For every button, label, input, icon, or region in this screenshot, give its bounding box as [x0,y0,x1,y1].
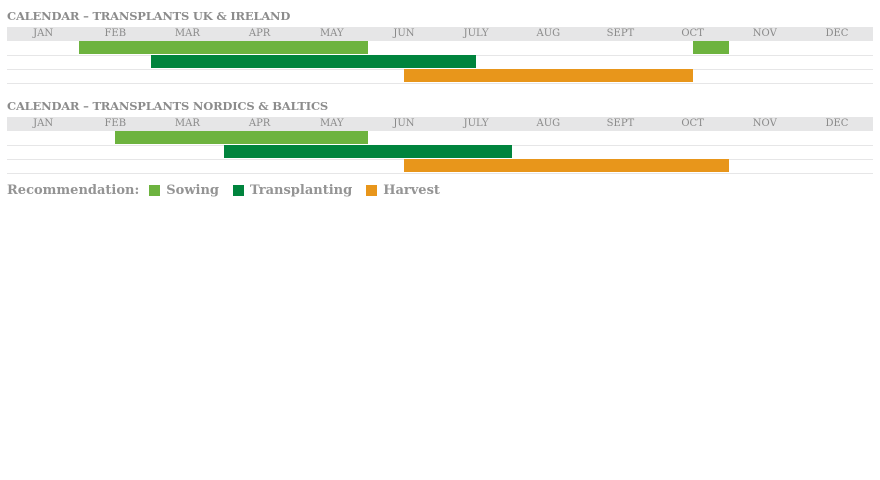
legend-sowing: Sowing [166,183,220,198]
month-nov: NOV [752,28,777,39]
sowing-row [7,131,873,146]
month-nov: NOV [752,118,777,129]
calendar-title: CALENDAR – TRANSPLANTS UK & IRELAND [7,9,291,23]
legend-label: Recommendation: [7,183,140,198]
month-oct: OCT [681,118,704,129]
month-july: JULY [463,118,489,129]
month-mar: MAR [174,118,200,129]
month-jun: JUN [393,118,415,129]
harvest-row [7,159,873,174]
transplanting-bar [223,145,513,158]
transplanting-row [7,145,873,160]
legend-harvest: Harvest [383,183,440,198]
month-aug: AUG [536,118,561,129]
harvest-swatch [366,185,378,196]
month-dec: DEC [825,28,849,39]
month-july: JULY [463,28,489,39]
month-feb: FEB [104,118,127,129]
month-apr: APR [248,118,271,129]
legend: Recommendation: Sowing Transplanting Har… [7,183,440,198]
harvest-bar [403,69,693,82]
month-jan: JAN [33,118,54,129]
month-header: JAN FEB MAR APR MAY JUN JULY AUG SEPT OCT NOV DEC [7,117,873,131]
legend-transplanting: Transplanting [250,183,353,198]
sowing-bar [692,41,729,54]
month-jan: JAN [33,28,54,39]
sowing-swatch [149,185,161,196]
transplanting-bar [151,55,477,68]
sowing-bar [79,41,368,54]
month-jun: JUN [393,28,415,39]
month-sept: SEPT [606,28,635,39]
sowing-row [7,41,873,56]
month-header: JAN FEB MAR APR MAY JUN JULY AUG SEPT OCT NOV DEC [7,27,873,41]
month-sept: SEPT [606,118,635,129]
calendar-title: CALENDAR – TRANSPLANTS NORDICS & BALTICS [7,99,329,113]
harvest-bar [403,159,729,172]
month-oct: OCT [681,28,704,39]
month-mar: MAR [174,28,200,39]
harvest-row [7,69,873,84]
month-feb: FEB [104,28,127,39]
transplanting-swatch [233,185,245,196]
month-dec: DEC [825,118,849,129]
month-apr: APR [248,28,271,39]
month-may: MAY [319,118,344,129]
transplanting-row [7,55,873,70]
sowing-bar [115,131,368,144]
month-may: MAY [319,28,344,39]
month-aug: AUG [536,28,561,39]
